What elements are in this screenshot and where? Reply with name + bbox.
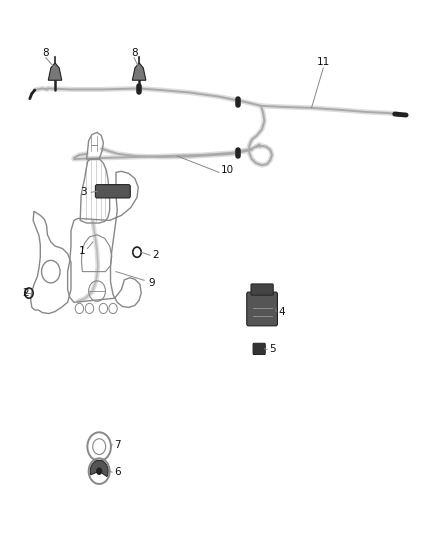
Text: 8: 8 [131, 47, 138, 58]
Circle shape [96, 467, 102, 475]
Wedge shape [90, 461, 108, 477]
Text: 4: 4 [279, 306, 286, 317]
Text: 7: 7 [114, 440, 120, 449]
Text: 2: 2 [152, 250, 159, 260]
Text: 6: 6 [114, 467, 120, 477]
Text: 2: 2 [22, 288, 29, 298]
Polygon shape [132, 63, 146, 80]
Polygon shape [48, 63, 62, 80]
Text: 1: 1 [79, 246, 86, 256]
FancyBboxPatch shape [251, 284, 273, 295]
Text: 8: 8 [42, 47, 49, 58]
FancyBboxPatch shape [253, 343, 265, 354]
Text: 10: 10 [221, 165, 234, 175]
Text: 3: 3 [80, 187, 87, 197]
FancyBboxPatch shape [95, 184, 130, 198]
Text: 5: 5 [269, 344, 276, 354]
FancyBboxPatch shape [247, 292, 277, 326]
Text: 9: 9 [148, 278, 155, 288]
Text: 11: 11 [317, 57, 330, 67]
